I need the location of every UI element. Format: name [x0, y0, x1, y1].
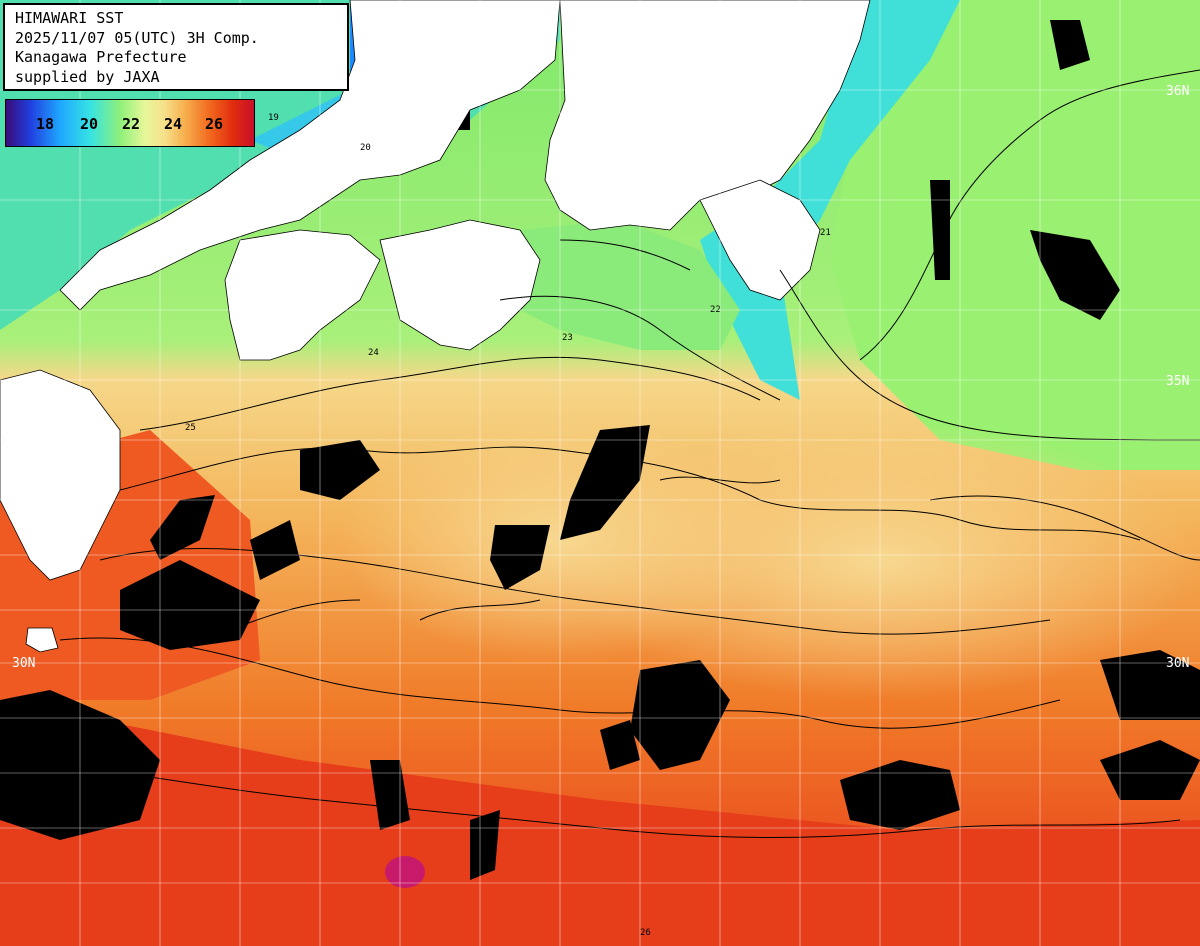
contour-label: 21 — [820, 228, 831, 238]
lat-label-30n-east: 30N — [1166, 656, 1189, 671]
lat-label-36n: 36N — [1166, 84, 1189, 99]
legend-tick: 20 — [80, 115, 99, 133]
land-island-small — [25, 627, 59, 653]
product-title: HIMAWARI SST — [15, 9, 124, 27]
title-info-box: HIMAWARI SST 2025/11/07 05(UTC) 3H Comp.… — [3, 3, 349, 91]
land-kyushu — [0, 369, 121, 581]
contour-label: 20 — [360, 143, 371, 153]
lat-label-30n: 30N — [12, 656, 35, 671]
timestamp-label: 2025/11/07 05(UTC) 3H Comp. — [15, 28, 259, 47]
legend-tick: 22 — [122, 115, 141, 133]
source-credit: supplied by JAXA — [15, 67, 160, 86]
region-label: Kanagawa Prefecture — [15, 48, 187, 66]
land-honshu-west — [59, 0, 561, 311]
contour-label: 26 — [640, 928, 651, 938]
legend-tick: 26 — [205, 115, 224, 133]
legend-color-bar — [6, 100, 254, 146]
contour-label: 23 — [562, 333, 573, 343]
land-kii-shikoku — [224, 229, 381, 361]
lon-label-136e: 136E — [486, 9, 501, 40]
cold-water-northeast — [830, 0, 1200, 470]
warm-water-south — [0, 700, 1200, 946]
legend-tick: 24 — [164, 115, 183, 133]
contour-label: 25 — [185, 423, 196, 433]
land-izu-kanto — [699, 179, 821, 301]
isotherm-contours — [19, 69, 1200, 838]
land-kii-peninsula — [379, 219, 541, 351]
temperature-legend: 18 20 22 24 26 — [5, 99, 255, 147]
contour-label: 19 — [268, 113, 279, 123]
land-honshu-central — [544, 0, 871, 231]
lat-label-35n: 35N — [1166, 374, 1189, 389]
land-mass — [0, 0, 871, 653]
contour-label: 24 — [368, 348, 379, 358]
legend-tick: 18 — [36, 115, 55, 133]
